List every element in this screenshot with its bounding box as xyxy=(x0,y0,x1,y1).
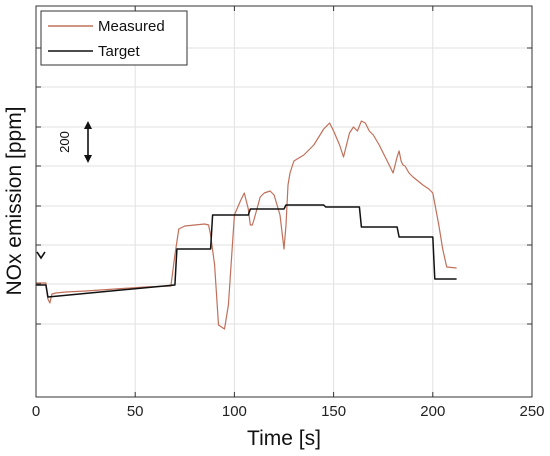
scale-annotation-label: 200 xyxy=(57,131,72,153)
series-line-target xyxy=(36,204,457,298)
grid xyxy=(36,6,532,397)
tick-marks xyxy=(35,6,533,397)
caret-marker xyxy=(36,251,46,260)
x-tick-label: 200 xyxy=(420,403,445,420)
x-tick-labels: 0 50 100 150 200 250 xyxy=(32,403,545,420)
legend-label-measured: Measured xyxy=(98,18,165,35)
legend-box xyxy=(40,10,188,66)
legend: Measured Target xyxy=(40,10,188,66)
series-layer xyxy=(36,120,457,330)
x-tick-label: 50 xyxy=(127,403,144,420)
scale-arrow-head-bottom xyxy=(84,155,92,163)
plot-background xyxy=(36,6,532,397)
x-axis-label: Time [s] xyxy=(247,427,321,450)
scale-arrow-head-top xyxy=(84,121,92,129)
y-axis-label: NOx emission [ppm] xyxy=(3,106,26,295)
x-tick-label: 0 xyxy=(32,403,40,420)
scale-annotation: 200 xyxy=(57,121,92,163)
legend-label-target: Target xyxy=(98,43,141,60)
x-tick-label: 150 xyxy=(321,403,346,420)
plot-frame xyxy=(35,5,533,398)
x-tick-label: 100 xyxy=(222,403,247,420)
series-line-measured xyxy=(36,120,457,330)
x-tick-label: 250 xyxy=(519,403,544,420)
